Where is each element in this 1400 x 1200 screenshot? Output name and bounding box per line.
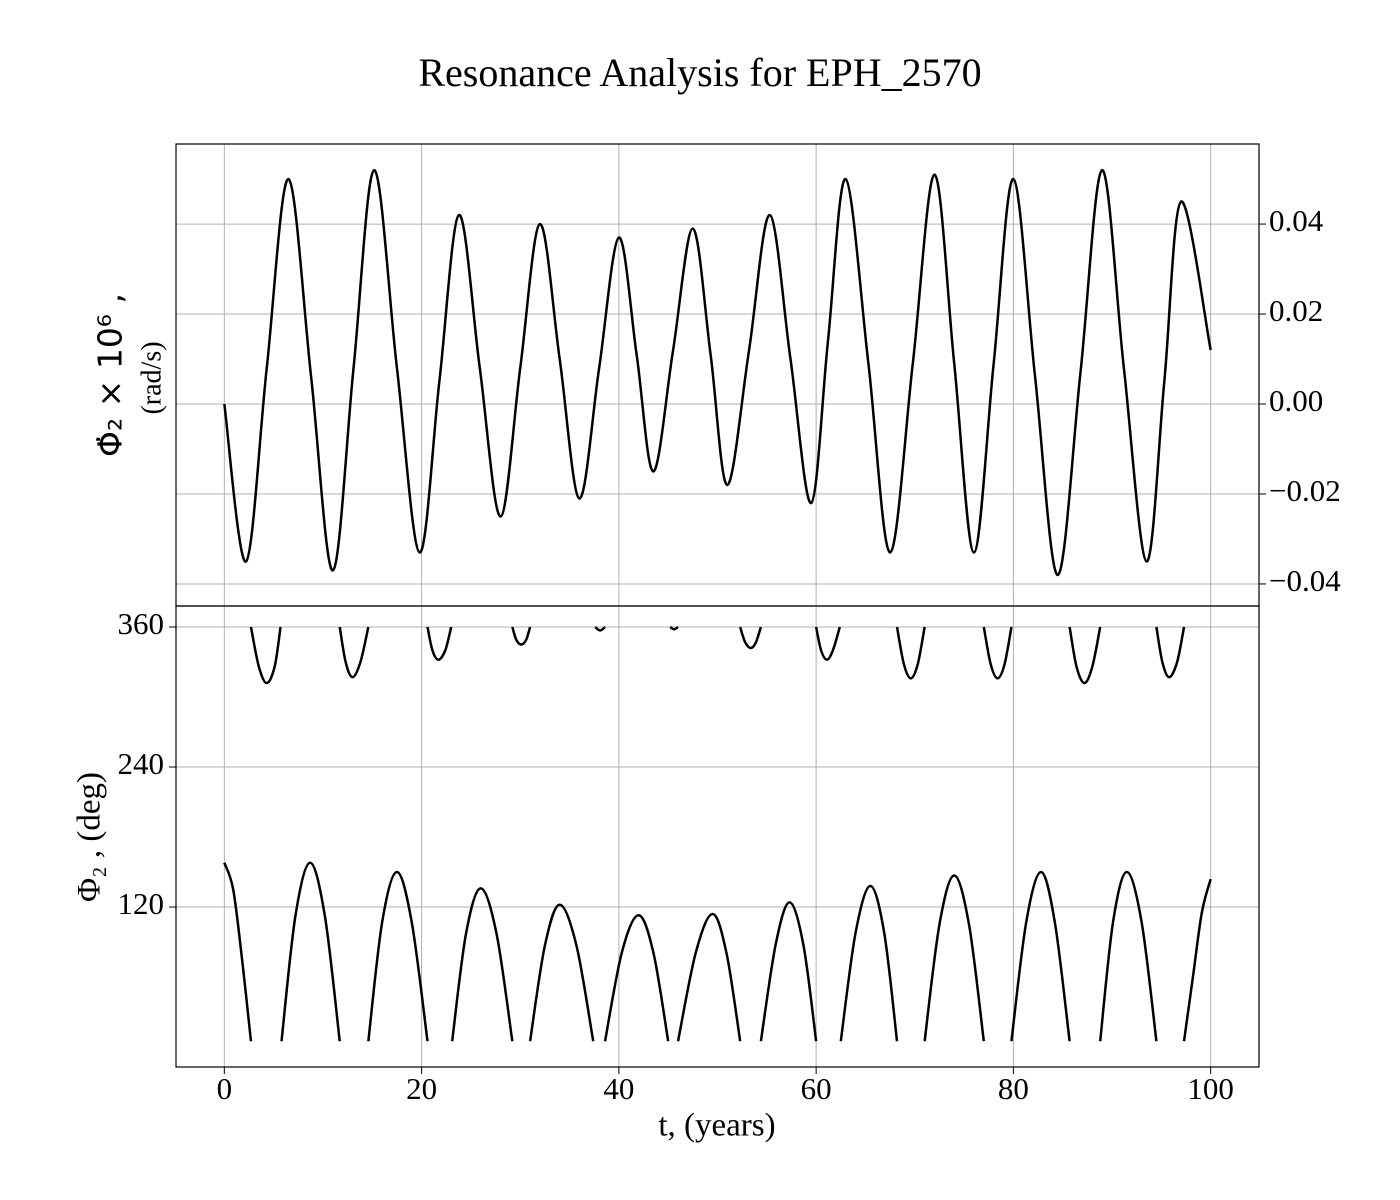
x-tick-label: 60 xyxy=(801,1071,832,1106)
y-tick-label: 0.02 xyxy=(1269,293,1323,328)
x-tick-label: 100 xyxy=(1187,1071,1234,1106)
y-tick-label: 0.00 xyxy=(1269,383,1323,418)
y-axis-unit: (rad/s) xyxy=(136,341,167,414)
y-tick-label: −0.04 xyxy=(1269,563,1341,598)
plot-frame xyxy=(175,605,1260,1068)
x-tick-label: 0 xyxy=(217,1071,233,1106)
y-axis-label: Φ̇₂ × 10⁶ , xyxy=(91,293,130,457)
data-line xyxy=(223,625,1212,1042)
x-axis-label: t, (years) xyxy=(658,1108,775,1144)
y-axis-label: Φ₂ , (deg) xyxy=(72,772,108,902)
x-tick-label: 40 xyxy=(603,1071,634,1106)
x-tick-label: 20 xyxy=(406,1071,437,1106)
data-line xyxy=(223,168,1212,577)
y-tick-label: 240 xyxy=(118,746,165,781)
x-tick-label: 80 xyxy=(998,1071,1029,1106)
y-tick-label: 120 xyxy=(118,886,165,921)
y-tick-label: −0.02 xyxy=(1269,473,1341,508)
chart-title: Resonance Analysis for EPH_2570 xyxy=(418,50,981,95)
y-tick-label: 0.04 xyxy=(1269,203,1324,238)
y-tick-label: 360 xyxy=(118,606,165,641)
